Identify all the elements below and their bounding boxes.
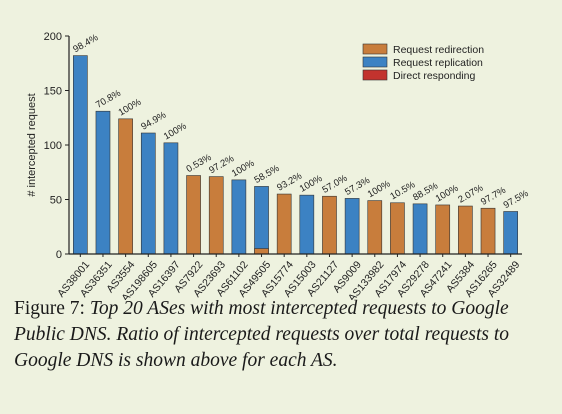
ratio-label-AS15003: 100% (298, 173, 325, 195)
caption-text: Top 20 ASes with most intercepted reques… (14, 298, 510, 371)
y-tick-label-100: 100 (44, 140, 62, 152)
intercepted-requests-bar-chart: 98.4%AS3800170.8%AS36351100%AS355494.9%A… (26, 31, 531, 300)
bar-AS15003 (299, 194, 315, 255)
bar-AS15774 (276, 193, 292, 255)
y-tick-label-50: 50 (50, 195, 62, 207)
legend-swatch-direct-responding (362, 69, 388, 81)
y-axis-label: # intercepted request (26, 93, 38, 196)
ratio-label-AS16397: 100% (162, 120, 189, 142)
bar-AS5384 (458, 205, 473, 255)
bar-AS9009 (344, 198, 360, 255)
bar-AS49505 (254, 186, 269, 255)
figure-caption: Figure 7: Top 20 ASes with most intercep… (14, 296, 550, 374)
bar-AS16397 (163, 142, 179, 255)
bar-AS38001 (73, 55, 88, 255)
y-tick-label-150: 150 (44, 86, 62, 98)
legend-swatch-request-redirection (362, 43, 388, 55)
ratio-label-AS47241: 100% (434, 183, 461, 205)
bar-AS21127 (322, 195, 337, 255)
legend-label-request-replication: Request replication (393, 57, 483, 69)
ratio-label-AS198605: 94.9% (139, 109, 168, 132)
chart-figure: 98.4% AS38001 70.8% AS36351 100% AS3554 94.9% A… (26, 31, 531, 300)
legend-label-direct-responding: Direct responding (393, 70, 475, 82)
bar-AS17974 (390, 202, 405, 255)
legend-swatch-request-replication (362, 56, 388, 68)
bar-AS47241 (435, 204, 451, 255)
bar-AS29278 (412, 203, 428, 255)
ratio-label-AS38001: 98.4% (71, 32, 100, 55)
y-tick-label-0: 0 (56, 249, 62, 261)
bar-segment-AS49505 (254, 248, 269, 255)
y-tick-label-200: 200 (44, 31, 62, 43)
legend-label-request-redirection: Request redirection (393, 44, 484, 56)
bar-AS133982 (367, 200, 383, 255)
caption-label: Figure 7: (14, 298, 90, 319)
bar-AS32489 (503, 211, 518, 255)
bar-AS198605 (140, 132, 156, 255)
bar-AS23693 (208, 176, 224, 255)
ratio-label-AS3554: 100% (117, 96, 144, 118)
bar-AS3554 (118, 118, 133, 255)
bar-AS36351 (95, 110, 111, 255)
bar-AS7922 (186, 175, 201, 255)
bar-AS16265 (480, 207, 496, 255)
bar-AS61102 (231, 179, 247, 255)
